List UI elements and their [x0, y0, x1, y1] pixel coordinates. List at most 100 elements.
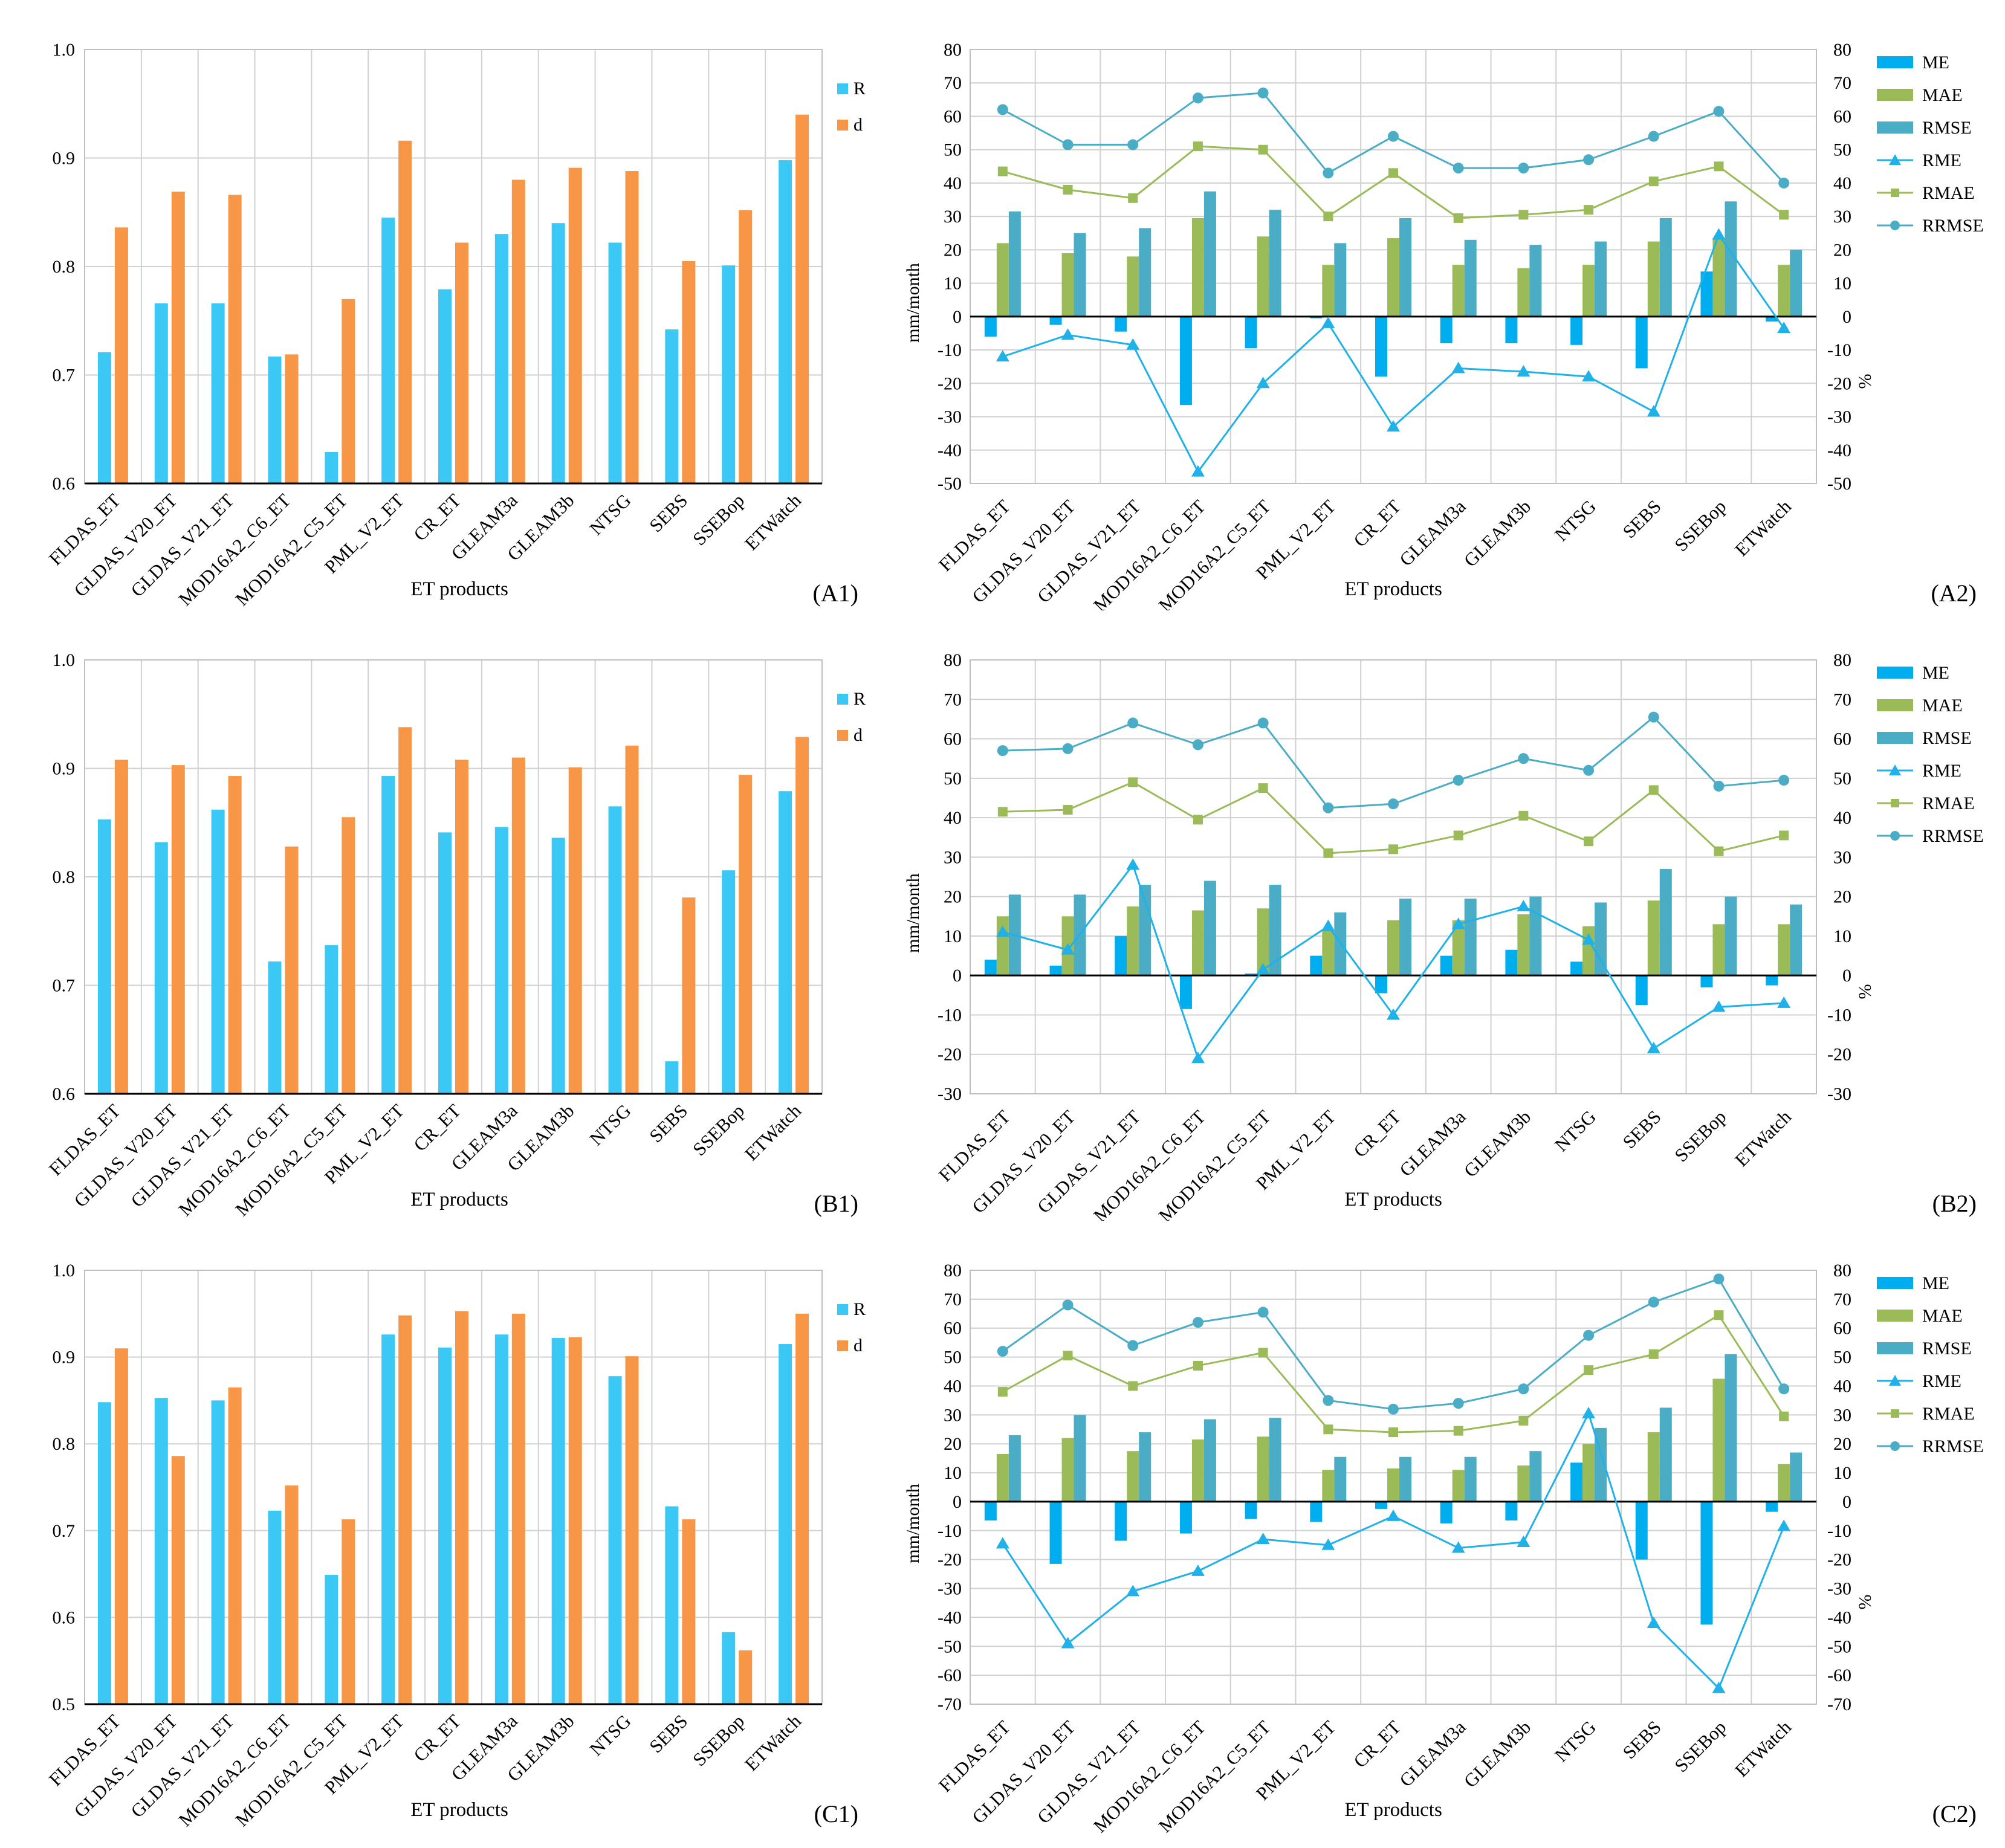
chart-b1-legend-label-d: d — [854, 725, 863, 745]
chart-b2-panel-label: (B2) — [1932, 1190, 1977, 1217]
chart-c2-category-label: GLEAM3b — [1460, 1716, 1535, 1792]
chart-b2-point-RME — [1712, 1000, 1726, 1012]
chart-c2-point-RMAE — [1648, 1349, 1659, 1359]
chart-b2-point-RMAE — [1193, 815, 1203, 825]
chart-b1-legend-swatch-R — [837, 694, 848, 705]
chart-a2-point-RME — [1256, 376, 1270, 389]
chart-a2-bar-ME — [1245, 316, 1257, 349]
chart-b2-point-RMAE — [1258, 783, 1268, 793]
chart-a1-bar-R — [722, 265, 736, 483]
chart-b2-bar-RMSE — [1725, 896, 1737, 976]
chart-b2-category-label: SEBS — [1619, 1106, 1665, 1152]
chart-b2-category-label: GLEAM3b — [1460, 1106, 1535, 1181]
chart-b1-bar-R — [211, 809, 225, 1094]
chart-a1-y-tick-label: 0.8 — [53, 257, 76, 277]
chart-c2-bar-MAE — [1061, 1438, 1074, 1502]
chart-b2-bar-MAE — [1778, 924, 1790, 976]
chart-a2-legend-label-ME: ME — [1922, 53, 1949, 73]
chart-a1-legend-swatch-R — [837, 83, 848, 94]
chart-c2-bar-RMSE — [1725, 1354, 1737, 1502]
chart-c1-legend-swatch-R — [837, 1304, 848, 1315]
chart-a2-y2-tick-label: 40 — [1833, 173, 1851, 193]
chart-a2-bar-MAE — [1322, 265, 1335, 317]
chart-b2-point-RME — [1321, 919, 1335, 931]
chart-b2-y-tick-label: -30 — [938, 1084, 962, 1104]
chart-b1-category-label: ETWatch — [740, 1100, 805, 1165]
chart-c2-y-axis-title: mm/month — [903, 1484, 923, 1563]
chart-b2-y-tick-label: 30 — [944, 847, 962, 867]
chart-a2-x-axis-title: ET products — [1344, 578, 1442, 600]
chart-a2-point-RME — [1647, 405, 1660, 417]
chart-c2-bar-ME — [1440, 1501, 1453, 1523]
chart-a2-bar-ME — [1505, 316, 1518, 344]
chart-c1-legend-label-d: d — [854, 1336, 863, 1355]
chart-c2-bar-ME — [1570, 1462, 1583, 1502]
chart-b2-y2-tick-label: 10 — [1833, 926, 1851, 946]
chart-b1-legend-swatch-d — [837, 730, 848, 741]
chart-b2-bar-ME — [1310, 955, 1323, 976]
chart-a2-legend-swatch-RMSE — [1877, 121, 1913, 134]
chart-c2-bar-ME — [1375, 1501, 1387, 1509]
chart-b2-bar-MAE — [1387, 920, 1399, 976]
chart-c2-bar-ME — [1635, 1501, 1648, 1560]
chart-c2-y-tick-label: -10 — [938, 1521, 962, 1541]
chart-c1-bar-R — [608, 1376, 622, 1704]
chart-a2-bar-RMSE — [1790, 250, 1803, 317]
chart-b2-legend-marker-RME — [1889, 764, 1901, 775]
chart-c2-y2-tick-label: -50 — [1827, 1636, 1851, 1656]
chart-c2-point-RRMSE — [1518, 1383, 1529, 1395]
chart-b2-svg: -30 -30 -20 -20 -10 -10 0 0 10 10 20 20 30 30 40 40 50 50… — [903, 650, 1984, 1221]
chart-b2-bar-MAE — [1127, 906, 1139, 976]
chart-a2-y2-tick-label: 70 — [1833, 73, 1851, 93]
chart-a2-point-RME — [996, 350, 1009, 362]
chart-c2-point-RMAE — [1323, 1424, 1333, 1435]
chart-b2-bar-RMSE — [1659, 868, 1672, 976]
chart-a2-point-RMAE — [1063, 184, 1073, 195]
chart-c2-y2-tick-label: -20 — [1827, 1550, 1851, 1570]
chart-c1-category-label: NTSG — [585, 1710, 635, 1760]
chart-b2-y2-tick-label: 20 — [1833, 887, 1851, 907]
chart-b2-category-label: SSEBop — [1670, 1106, 1730, 1166]
chart-a2-point-RME — [1517, 364, 1530, 376]
chart-c2-point-RME — [1387, 1509, 1400, 1521]
chart-c1-bar-d — [171, 1456, 185, 1704]
chart-b2-bar-MAE — [1322, 930, 1335, 976]
chart-c2-bar-ME — [1049, 1501, 1062, 1564]
chart-a1-category-label: SSEBop — [688, 489, 748, 549]
chart-b1-y-tick-label: 0.8 — [53, 867, 76, 887]
chart-c1-category-label: CR_ET — [409, 1710, 465, 1766]
chart-c2-y2-tick-label: 70 — [1833, 1290, 1851, 1310]
chart-c2-bar-RMSE — [1399, 1456, 1411, 1502]
chart-a2-point-RME — [1321, 316, 1335, 328]
chart-a1-bar-d — [795, 114, 809, 483]
chart-b1-bar-R — [608, 806, 622, 1094]
chart-b2-bar-ME — [1049, 965, 1062, 976]
chart-a2-bar-MAE — [1778, 265, 1790, 317]
chart-a2-y2-tick-label: -10 — [1827, 340, 1851, 360]
chart-c2-bar-MAE — [1582, 1444, 1595, 1502]
chart-c2-point-RME — [1256, 1533, 1270, 1545]
chart-b2-category-label: MOD16A2_C5_ET — [1155, 1106, 1275, 1221]
chart-b2-bar-ME — [1179, 975, 1192, 1009]
chart-a2-point-RRMSE — [1453, 163, 1464, 174]
chart-b2-y2-tick-label: 70 — [1833, 690, 1851, 709]
chart-a1-bar-R — [154, 303, 168, 483]
chart-a2-bar-MAE — [1582, 265, 1595, 317]
chart-c2-point-RMAE — [1128, 1381, 1138, 1391]
chart-c2-point-RRMSE — [997, 1346, 1008, 1357]
chart-c2-legend-label-RRMSE: RRMSE — [1922, 1436, 1984, 1456]
chart-c2-y-tick-label: 50 — [944, 1348, 962, 1368]
chart-c2-point-RMAE — [1388, 1427, 1398, 1438]
chart-c1-bar-R — [325, 1575, 338, 1704]
chart-b2-y-axis-title: mm/month — [903, 873, 923, 953]
chart-a2-point-RMAE — [1779, 210, 1789, 220]
chart-b2-bar-MAE — [1257, 908, 1269, 976]
chart-a2-y2-tick-label: 80 — [1833, 40, 1851, 60]
chart-a1-legend-label-d: d — [854, 115, 863, 135]
chart-a2-legend-marker-RRMSE — [1890, 221, 1900, 230]
chart-b2-bar-MAE — [996, 916, 1009, 976]
chart-c1-bar-d — [342, 1519, 355, 1704]
chart-b2-point-RME — [1582, 933, 1596, 945]
chart-a1-bar-d — [342, 299, 355, 483]
chart-b2: -30 -30 -20 -20 -10 -10 0 0 10 10 20 20 30 30 40 40 50 50… — [895, 610, 2001, 1221]
